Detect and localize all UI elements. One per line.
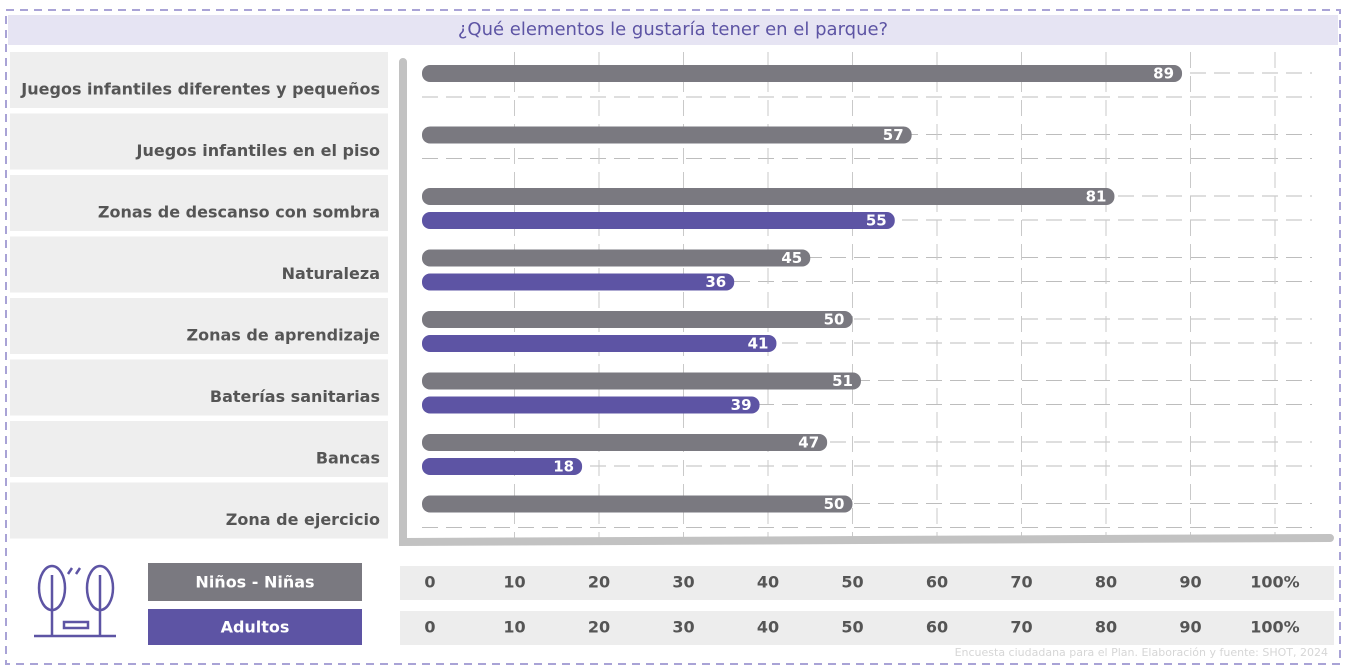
category-label: Baterías sanitarias [210,387,380,406]
category-box [10,298,388,354]
x-tick-label: 70 [1010,618,1032,637]
tick-row [400,611,1334,645]
x-tick-label: 90 [1179,573,1201,592]
x-tick-label: 40 [757,618,779,637]
x-tick-label: 10 [503,618,525,637]
data-label: 55 [866,212,887,230]
bar [422,396,760,414]
category-label: Zona de ejercicio [226,510,380,529]
data-label: 39 [731,396,752,414]
category-label: Juegos infantiles en el piso [136,141,381,160]
legend-box [148,609,362,645]
category-label: Bancas [316,449,380,468]
x-tick-label: 70 [1010,573,1032,592]
legend-box [148,563,362,601]
category-box [10,421,388,477]
data-label: 45 [781,249,802,267]
data-label: 47 [798,434,819,452]
legend-label: Adultos [221,618,290,637]
data-label: 89 [1153,65,1174,83]
bar [422,126,912,144]
category-box [10,236,388,293]
chart-title: ¿Qué elementos le gustaría tener en el p… [458,19,888,40]
data-label: 81 [1086,188,1107,206]
axis [399,58,1334,547]
source: Encuesta ciudadana para el Plan. Elabora… [955,646,1328,659]
tree-icon [34,564,116,638]
bar [422,434,828,451]
x-tick-label: 40 [757,573,779,592]
x-tick-label: 60 [926,618,948,637]
bar [422,311,853,328]
x-tick-label: 30 [672,618,694,637]
bar [422,212,895,229]
x-tick-label: 20 [588,618,610,637]
x-tick-label: 90 [1179,618,1201,637]
tick-row [400,566,1334,600]
x-tick-label: 0 [424,573,435,592]
bar [422,188,1115,205]
category-label: Juegos infantiles diferentes y pequeños [20,80,380,99]
x-tick-label: 0 [424,618,435,637]
bar [422,335,777,352]
x-tick-label: 60 [926,573,948,592]
data-label: 36 [705,273,726,291]
x-tick-label: 80 [1095,573,1117,592]
title-band [8,15,1338,45]
category-box [10,482,388,539]
bar [422,273,735,291]
category-label: Zonas de aprendizaje [186,326,380,345]
x-tick-label: 80 [1095,618,1117,637]
category-label: Zonas de descanso con sombra [98,203,380,222]
category-box [10,175,388,231]
data-label: 41 [748,335,769,353]
x-tick-label: 100% [1250,573,1299,592]
x-tick-label: 50 [841,618,863,637]
x-tick-label: 10 [503,573,525,592]
bar [422,372,861,390]
bar [422,249,811,267]
category-box [10,359,388,416]
x-tick-label: 100% [1250,618,1299,637]
data-label: 51 [832,372,853,390]
category-box [10,52,388,108]
data-label: 50 [824,311,845,329]
bar [422,458,583,475]
x-tick-label: 50 [841,573,863,592]
x-tick-label: 30 [672,573,694,592]
data-label: 50 [824,495,845,513]
bar [422,495,853,513]
category-label: Naturaleza [282,264,380,283]
data-label: 57 [883,126,904,144]
category-box [10,113,388,170]
legend-label: Niños - Niñas [195,573,314,592]
data-label: 18 [553,458,574,476]
x-tick-label: 20 [588,573,610,592]
bar [422,65,1183,82]
